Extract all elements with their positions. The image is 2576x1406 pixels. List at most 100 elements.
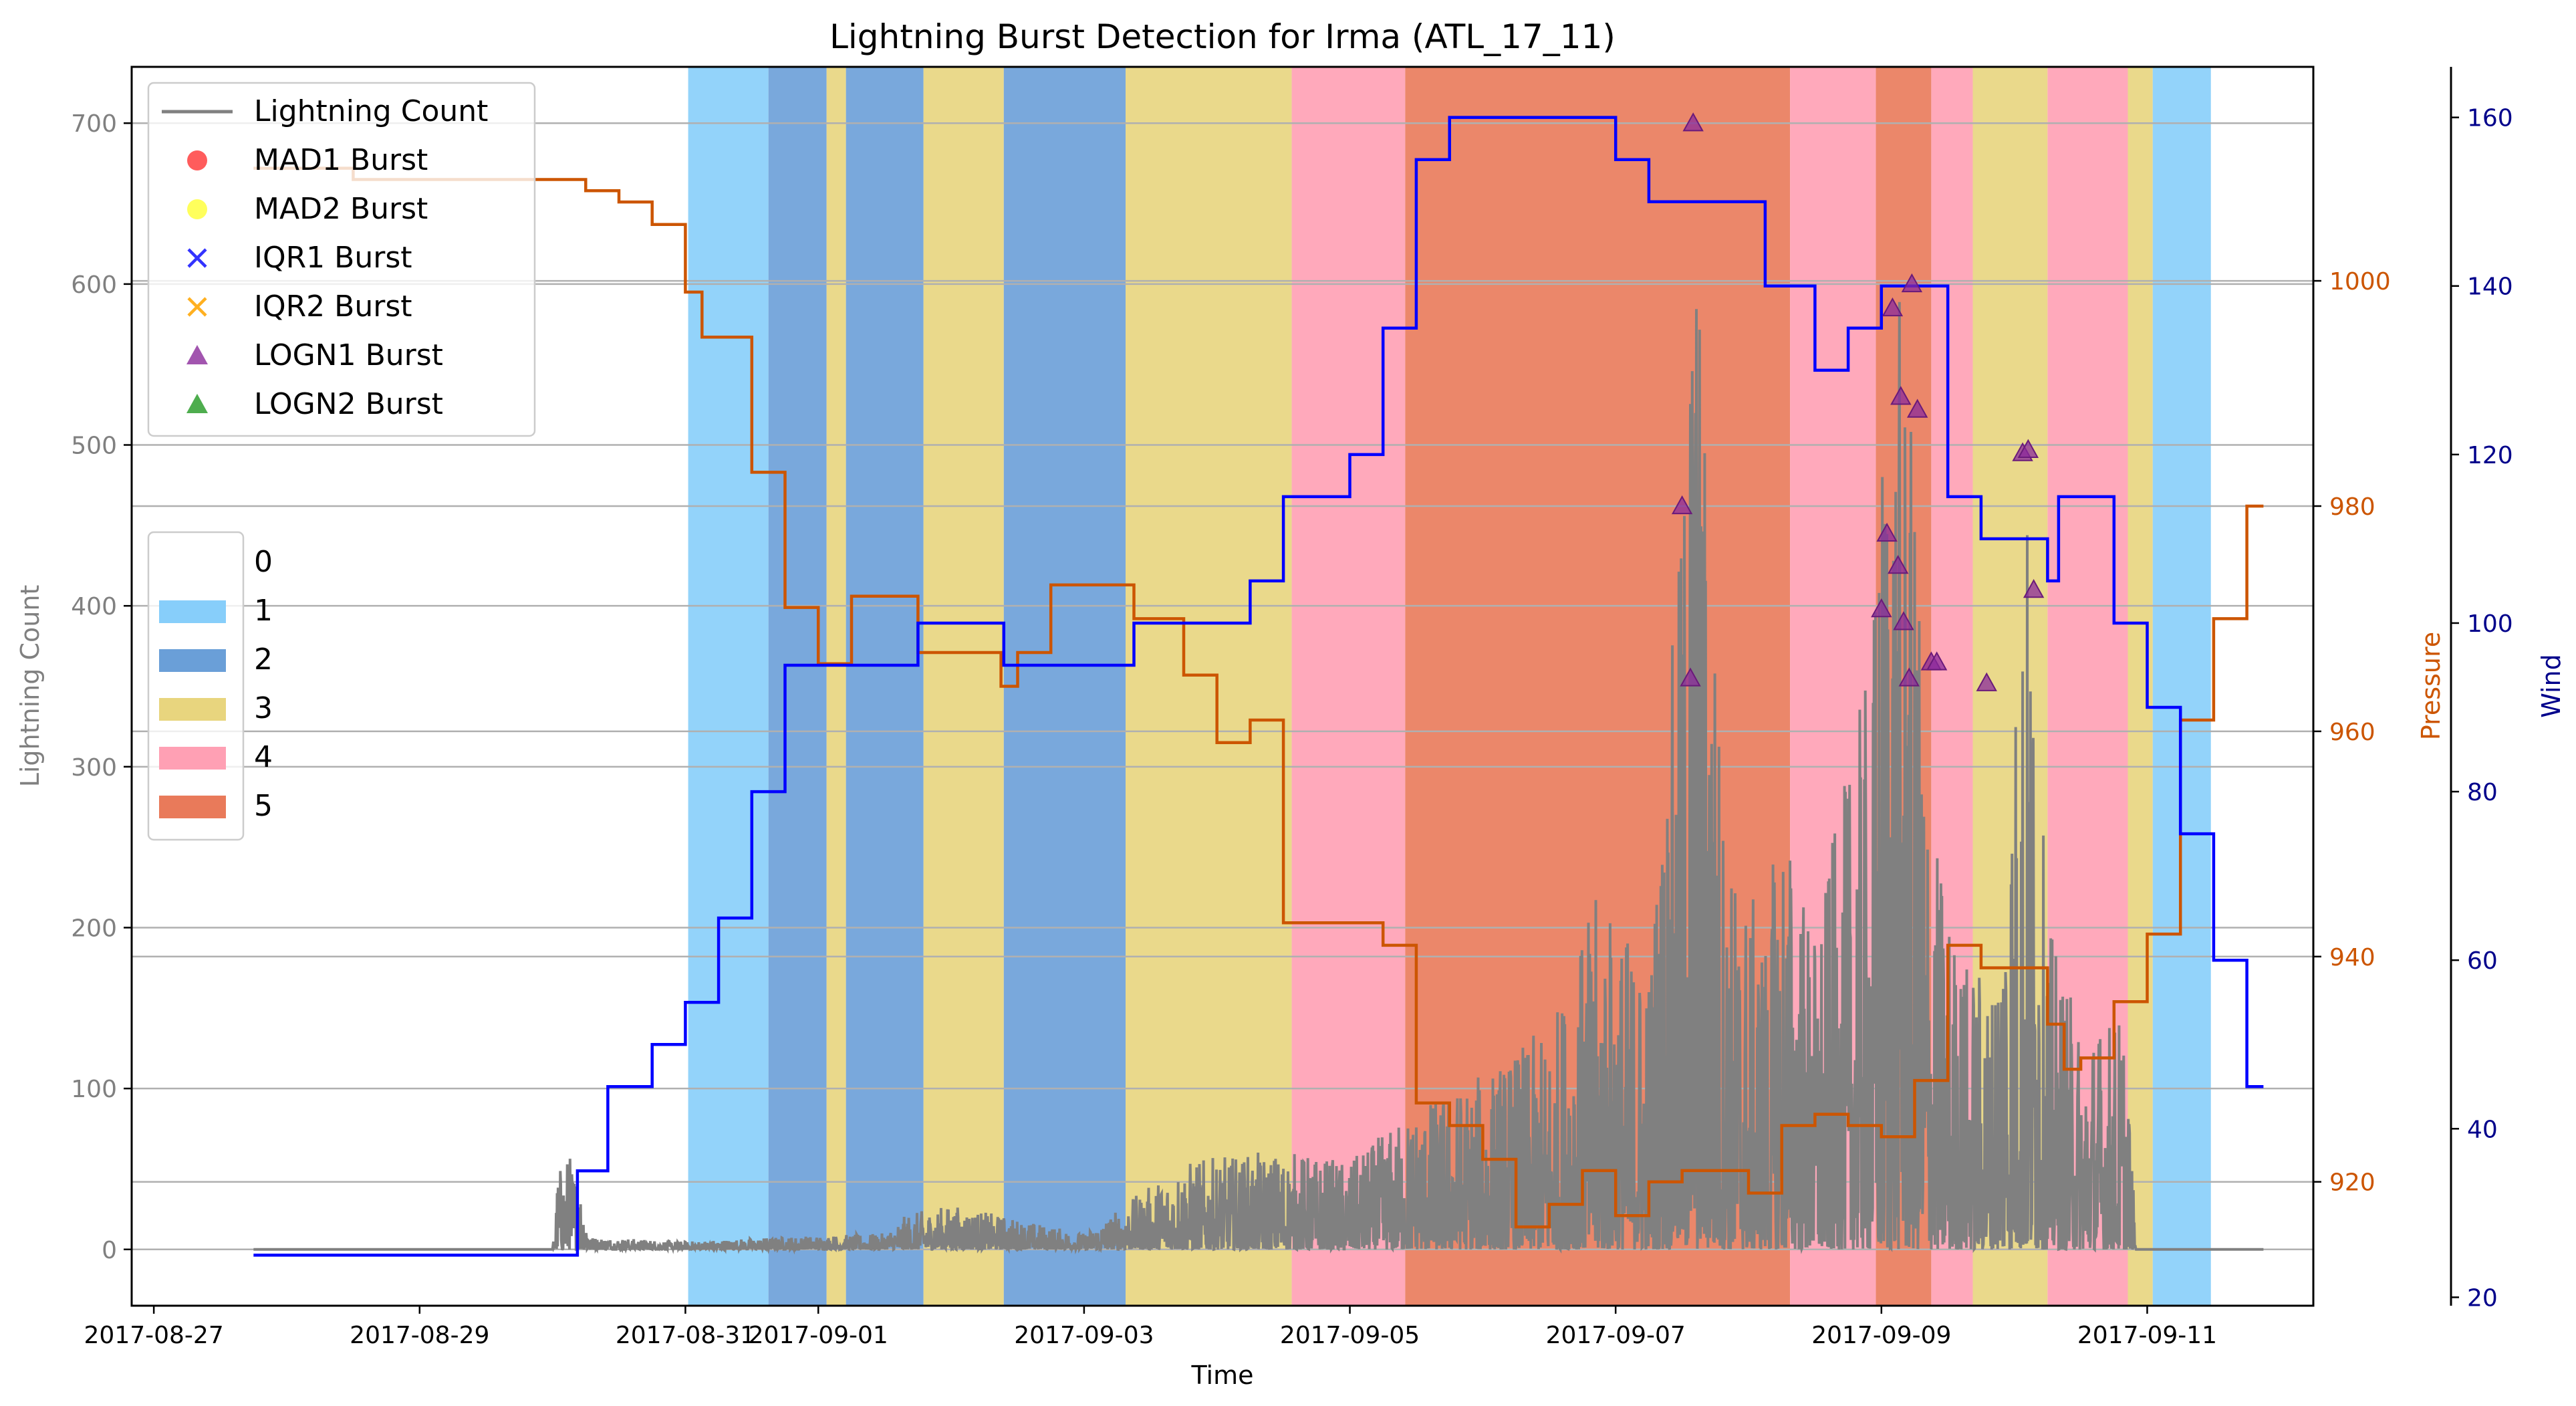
legend-triangle-swatch	[186, 345, 208, 364]
burst-legend: Lightning Count MAD1 Burst MAD2 Burst IQR1 …	[147, 82, 536, 437]
left-tick-label: 300	[71, 754, 117, 782]
logn1-burst-marker	[1882, 297, 1904, 317]
x-tick-label: 2017-09-03	[1014, 1322, 1154, 1349]
category-band-3	[826, 67, 846, 1306]
category-band-3	[2128, 67, 2153, 1306]
category-swatch	[159, 698, 226, 721]
legend-circle-swatch	[187, 199, 207, 219]
wind-series	[253, 116, 2264, 1257]
lightning-count-line	[253, 302, 2264, 1255]
x-tick-label: 2017-09-09	[1811, 1322, 1951, 1349]
burst-markers	[1671, 112, 2045, 691]
pressure-line	[253, 166, 2264, 1229]
logn1-burst-marker	[1898, 667, 1920, 687]
chart-title: Lightning Burst Detection for Irma (ATL_…	[829, 17, 1616, 56]
pressure-tick-label: 940	[2329, 944, 2375, 971]
x-tick-label: 2017-09-05	[1280, 1322, 1420, 1349]
category-swatch	[159, 600, 226, 623]
legend-x-swatch	[187, 297, 207, 317]
category-swatch	[159, 747, 226, 770]
logn1-burst-marker	[1680, 667, 1701, 687]
category-legend-label: 0	[254, 545, 273, 579]
x-tick-label: 2017-08-31	[616, 1322, 755, 1349]
legend-triangle-swatch	[186, 394, 208, 413]
left-tick-label: 0	[102, 1237, 117, 1264]
left-tick-label: 100	[71, 1076, 117, 1103]
category-band-3	[1126, 67, 1292, 1306]
pressure-series	[253, 166, 2264, 1229]
category-swatch	[159, 649, 226, 672]
wind-tick-label: 160	[2467, 105, 2513, 132]
left-tick-label: 700	[71, 110, 117, 138]
left-tick-label: 500	[71, 433, 117, 460]
legend-circle-swatch	[187, 150, 207, 170]
logn1-burst-marker	[1671, 495, 1693, 515]
legend-x-swatch	[187, 248, 207, 268]
category-swatch	[159, 796, 226, 818]
category-legend-label: 5	[254, 789, 273, 823]
wind-axis-label: Wind	[2537, 654, 2566, 718]
burst-legend-label: MAD1 Burst	[254, 143, 428, 177]
category-band-4	[1291, 67, 1406, 1306]
burst-legend-label: IQR1 Burst	[254, 241, 412, 275]
pressure-y-axis: 920 940 960 980 1000	[2313, 268, 2391, 1197]
burst-legend-label: LOGN1 Burst	[254, 338, 443, 372]
x-tick-label: 2017-09-07	[1546, 1322, 1686, 1349]
category-band-2	[768, 67, 827, 1306]
pressure-tick-label: 960	[2329, 719, 2375, 746]
left-tick-label: 400	[71, 593, 117, 620]
category-band-2	[846, 67, 924, 1306]
category-legend: 0 1 2 3 4 5	[147, 531, 273, 841]
wind-tick-label: 100	[2467, 610, 2513, 638]
logn1-burst-marker	[1906, 398, 1928, 418]
x-tick-label: 2017-08-29	[350, 1322, 489, 1349]
pressure-tick-label: 920	[2329, 1169, 2375, 1197]
left-y-axis: 0 100 200 300 400 500 600 700	[71, 110, 132, 1264]
category-legend-label: 1	[254, 594, 273, 628]
pressure-tick-label: 1000	[2329, 268, 2391, 296]
logn1-burst-marker	[1901, 273, 1923, 293]
plot-frame	[130, 66, 2315, 1307]
wind-tick-label: 20	[2467, 1284, 2498, 1312]
category-band-3	[923, 67, 1004, 1306]
logn1-burst-marker	[1887, 554, 1909, 574]
wind-tick-label: 60	[2467, 947, 2498, 975]
category-band-1	[688, 67, 769, 1306]
category-band-1	[2152, 67, 2211, 1306]
left-axis-label: Lightning Count	[15, 585, 45, 788]
category-band-2	[1003, 67, 1126, 1306]
x-tick-label: 2017-09-01	[749, 1322, 888, 1349]
burst-legend-label: Lightning Count	[254, 94, 488, 128]
wind-y-axis: 20 40 60 80 100 120 140 160	[2450, 67, 2513, 1312]
wind-tick-label: 120	[2467, 442, 2513, 469]
logn1-burst-marker	[2023, 579, 2045, 598]
logn1-burst-marker	[2017, 439, 2039, 458]
x-axis: 2017-08-27 2017-08-29 2017-08-312017-09-01…	[84, 1306, 2217, 1349]
burst-legend-label: LOGN2 Burst	[254, 387, 443, 421]
left-tick-label: 600	[71, 271, 117, 299]
logn1-burst-marker	[1926, 651, 1948, 671]
lightning-count-series	[253, 302, 2264, 1255]
pressure-axis-label: Pressure	[2416, 632, 2446, 740]
logn1-burst-marker	[1682, 112, 1704, 132]
logn1-burst-marker	[1876, 522, 1898, 542]
burst-legend-label: MAD2 Burst	[254, 192, 428, 226]
wind-tick-label: 80	[2467, 779, 2498, 806]
logn1-burst-marker	[1890, 386, 1912, 405]
x-axis-label: Time	[1191, 1361, 1254, 1390]
logn1-burst-marker	[1893, 611, 1914, 630]
x-tick-label: 2017-09-11	[2077, 1322, 2217, 1349]
pressure-tick-label: 980	[2329, 493, 2375, 521]
category-legend-label: 2	[254, 642, 273, 677]
wind-tick-label: 40	[2467, 1116, 2498, 1143]
left-tick-label: 200	[71, 915, 117, 942]
logn1-burst-marker	[1871, 598, 1892, 618]
category-legend-label: 3	[254, 691, 273, 725]
burst-legend-box	[147, 82, 536, 437]
category-legend-box	[147, 531, 245, 841]
x-tick-label: 2017-08-27	[84, 1322, 224, 1349]
wind-line	[253, 116, 2264, 1257]
logn1-burst-marker	[1976, 672, 1997, 691]
burst-legend-label: IQR2 Burst	[254, 289, 412, 324]
